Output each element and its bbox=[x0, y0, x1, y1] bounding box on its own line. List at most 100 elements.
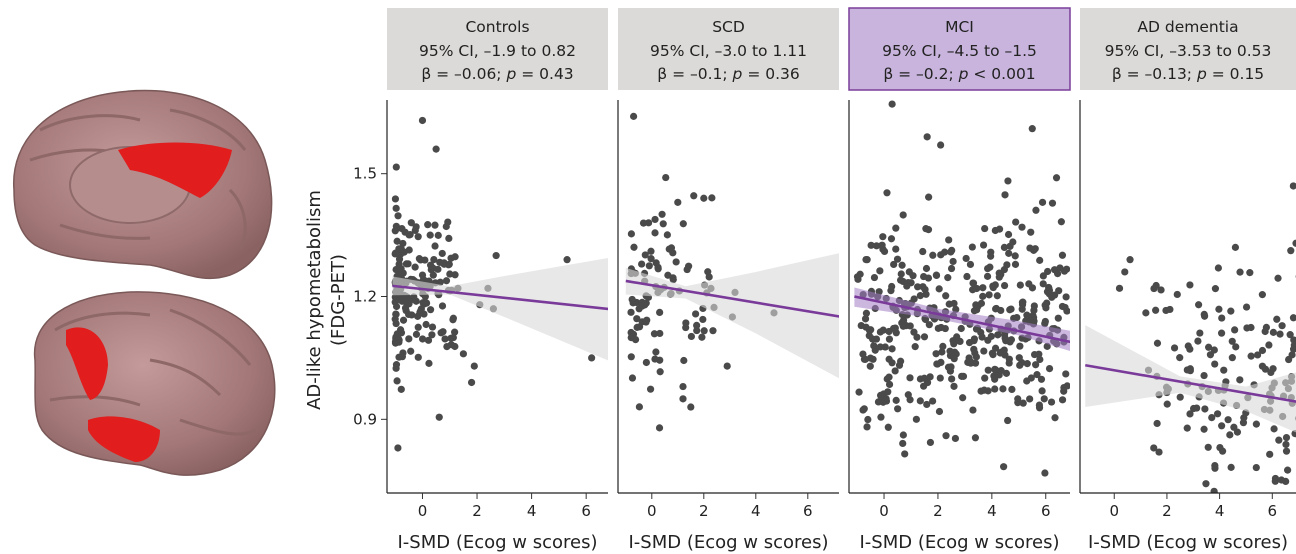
data-point bbox=[1261, 365, 1270, 373]
data-point bbox=[924, 226, 933, 234]
data-point bbox=[866, 362, 874, 370]
data-point bbox=[652, 348, 660, 356]
data-point bbox=[970, 345, 978, 353]
strip-beta-prefix: β = –0.1; bbox=[657, 65, 732, 83]
data-point bbox=[914, 283, 922, 291]
data-point bbox=[687, 403, 695, 411]
data-point bbox=[632, 298, 641, 307]
panels: Controls 95% CI, –1.9 to 0.82 β = –0.06; p… bbox=[386, 7, 1296, 553]
strip-beta-prefix: β = –0.06; bbox=[421, 65, 506, 83]
data-point bbox=[402, 260, 411, 268]
data-point bbox=[1152, 306, 1160, 314]
data-point bbox=[885, 355, 893, 363]
data-point bbox=[991, 281, 999, 289]
data-point bbox=[876, 267, 884, 275]
data-point bbox=[405, 310, 413, 319]
data-point bbox=[1026, 395, 1034, 403]
data-point bbox=[994, 331, 1002, 339]
data-point bbox=[1011, 260, 1020, 268]
data-point bbox=[642, 358, 650, 367]
data-point bbox=[405, 335, 413, 343]
data-point bbox=[1183, 424, 1191, 432]
data-point bbox=[898, 261, 906, 269]
data-point bbox=[419, 299, 427, 307]
panel-mci: MCI 95% CI, –4.5 to –1.5 β = –0.2; p < 0.0… bbox=[848, 7, 1071, 553]
data-point bbox=[1060, 267, 1069, 275]
data-point bbox=[1004, 177, 1012, 185]
data-point bbox=[1186, 281, 1194, 289]
x-axis-title: I-SMD (Ecog w scores) bbox=[628, 532, 828, 553]
data-point bbox=[894, 405, 902, 413]
strip-beta-prefix: β = –0.2; bbox=[883, 65, 958, 83]
data-point bbox=[966, 260, 975, 269]
data-point bbox=[1003, 261, 1011, 269]
data-point bbox=[705, 273, 713, 281]
data-point bbox=[1004, 230, 1013, 239]
data-point bbox=[674, 198, 682, 206]
data-point bbox=[435, 413, 443, 421]
data-point bbox=[991, 365, 999, 373]
data-point bbox=[441, 335, 449, 343]
data-point bbox=[395, 338, 403, 346]
data-point bbox=[942, 432, 950, 440]
brain-medial-image bbox=[13, 89, 273, 280]
plot-area bbox=[853, 100, 1070, 477]
data-point bbox=[1247, 352, 1255, 360]
x-tick-label: 4 bbox=[527, 502, 537, 520]
data-point bbox=[627, 353, 635, 361]
data-point bbox=[628, 374, 637, 382]
data-point bbox=[709, 327, 717, 335]
data-point bbox=[962, 254, 970, 263]
data-point bbox=[926, 438, 935, 447]
strip-p-letter: p bbox=[958, 65, 969, 83]
data-point bbox=[899, 439, 907, 448]
data-point bbox=[932, 350, 940, 358]
data-point bbox=[993, 292, 1001, 300]
data-point bbox=[700, 327, 708, 335]
data-point bbox=[723, 362, 731, 370]
data-point bbox=[1211, 360, 1219, 368]
x-tick-label: 0 bbox=[879, 502, 889, 520]
data-point bbox=[1201, 405, 1209, 413]
data-point bbox=[651, 229, 659, 237]
data-point bbox=[1228, 337, 1236, 345]
data-point bbox=[414, 353, 422, 361]
data-point bbox=[937, 323, 945, 332]
data-point bbox=[650, 330, 659, 338]
data-point bbox=[1273, 315, 1281, 323]
data-point bbox=[1287, 247, 1295, 255]
strip-p-value: = 0.36 bbox=[742, 65, 799, 83]
data-point bbox=[1186, 410, 1194, 418]
data-point bbox=[1240, 414, 1248, 422]
data-point bbox=[1284, 466, 1292, 474]
data-point bbox=[679, 395, 687, 403]
data-point bbox=[1289, 314, 1296, 322]
data-point bbox=[414, 323, 422, 331]
data-point bbox=[412, 223, 420, 231]
data-point bbox=[1051, 414, 1059, 422]
data-point bbox=[899, 211, 907, 219]
panel-controls: Controls 95% CI, –1.9 to 0.82 β = –0.06; p… bbox=[386, 8, 608, 553]
data-point bbox=[869, 355, 877, 363]
data-point bbox=[431, 221, 439, 229]
data-point bbox=[968, 243, 976, 251]
data-point bbox=[906, 374, 914, 382]
data-point bbox=[451, 328, 459, 336]
data-point bbox=[699, 315, 707, 324]
data-point bbox=[1045, 364, 1054, 373]
data-point bbox=[1040, 395, 1048, 403]
data-point bbox=[978, 333, 986, 341]
data-point bbox=[885, 380, 894, 389]
x-axis-title: I-SMD (Ecog w scores) bbox=[1088, 532, 1288, 553]
data-point bbox=[1205, 343, 1213, 351]
data-point bbox=[1286, 331, 1294, 339]
data-point bbox=[1041, 469, 1049, 477]
data-point bbox=[658, 210, 666, 218]
data-point bbox=[1032, 361, 1040, 369]
data-point bbox=[862, 309, 871, 317]
data-point bbox=[1271, 474, 1280, 483]
data-point bbox=[920, 382, 928, 390]
data-point bbox=[985, 291, 993, 299]
data-point bbox=[391, 249, 400, 257]
data-point bbox=[867, 241, 875, 249]
